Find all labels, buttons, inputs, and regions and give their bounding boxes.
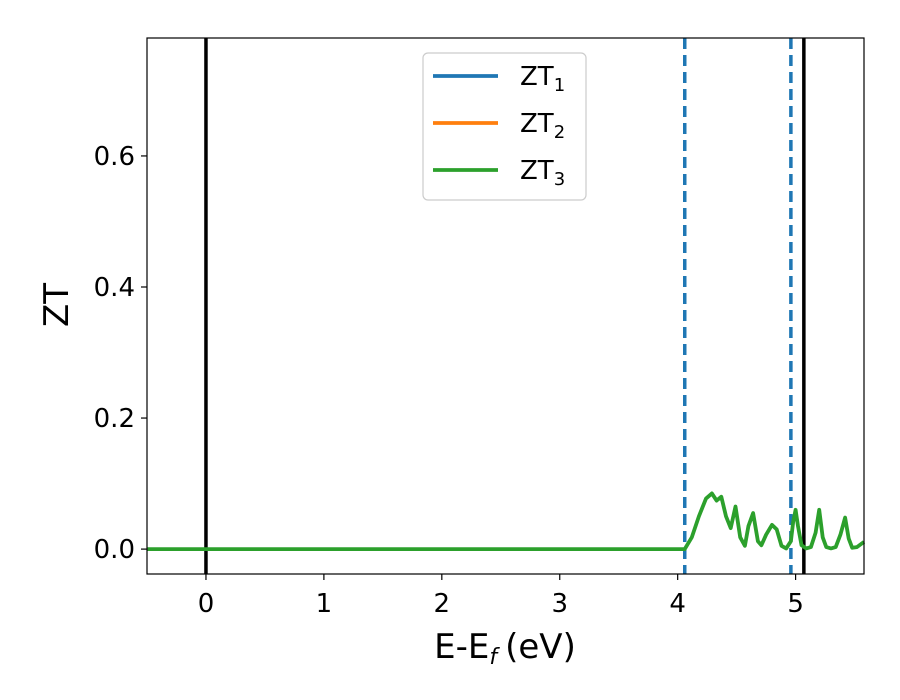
- x-tick-label: 5: [787, 589, 804, 619]
- legend-label-subscript: 3: [554, 169, 565, 190]
- y-axis-label: ZT: [37, 283, 77, 327]
- series-line-3: [147, 491, 866, 551]
- x-tick-label: 3: [551, 589, 568, 619]
- x-ticks: 0 1 2 3 4 5: [198, 574, 804, 619]
- x-tick-label: 1: [316, 589, 333, 619]
- legend-label-2: ZT2: [520, 109, 565, 143]
- x-axis-label-unit: (eV): [505, 627, 576, 667]
- plot-frame: [146, 37, 865, 575]
- legend-label-main: ZT: [520, 62, 554, 92]
- plot-border: [146, 37, 865, 575]
- series-lines: [147, 491, 866, 551]
- x-axis-label-main: E-E: [434, 627, 489, 667]
- legend-label-3: ZT3: [520, 156, 565, 190]
- y-ticks: 0.0 0.2 0.4 0.6: [94, 142, 147, 565]
- legend-box: [422, 52, 587, 201]
- x-axis-label-subscript: f: [489, 645, 500, 670]
- legend-label-main: ZT: [520, 109, 554, 139]
- x-tick-label: 0: [198, 589, 215, 619]
- legend-label-subscript: 1: [554, 75, 565, 96]
- x-axis-label: E-Ef (eV): [434, 627, 576, 670]
- reference-lines: [204, 38, 806, 574]
- legend-label-1: ZT1: [520, 62, 565, 96]
- y-tick-label: 0.6: [94, 142, 135, 172]
- y-tick-label: 0.2: [94, 404, 135, 434]
- legend-label-subscript: 2: [554, 122, 565, 143]
- y-tick-label: 0.4: [94, 273, 135, 303]
- x-tick-label: 4: [669, 589, 686, 619]
- y-tick-label: 0.0: [94, 535, 135, 565]
- legend-label-main: ZT: [520, 156, 554, 186]
- x-tick-label: 2: [434, 589, 451, 619]
